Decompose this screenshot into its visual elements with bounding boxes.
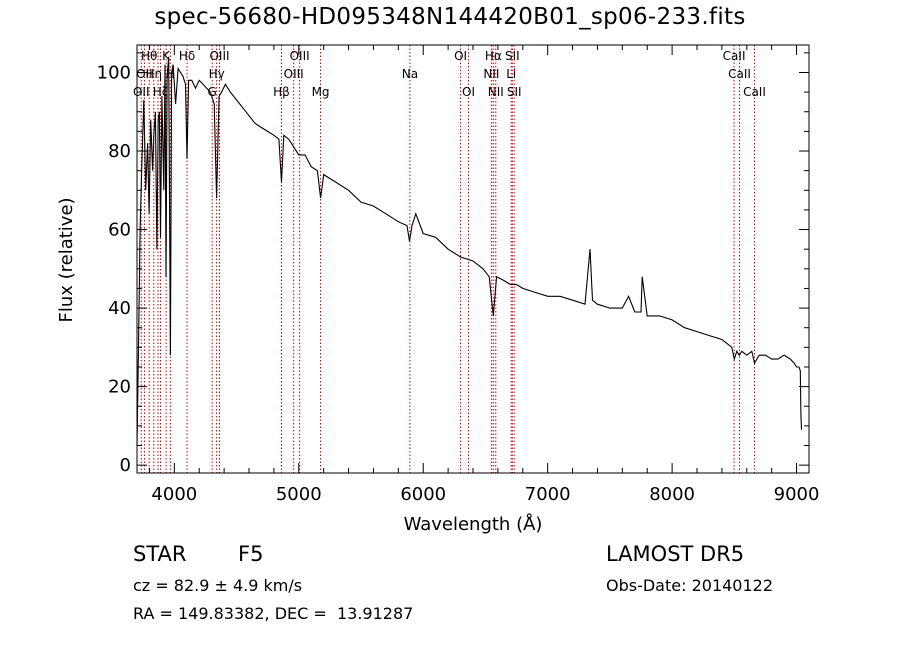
y-tick-label: 20 bbox=[108, 377, 131, 398]
spectral-line-label: CaII bbox=[743, 85, 766, 99]
spectral-line-label: K bbox=[162, 49, 171, 63]
spectral-line-label: NII bbox=[483, 67, 499, 81]
spectral-line-label: Hδ bbox=[179, 49, 195, 63]
x-tick-label: 8000 bbox=[649, 484, 695, 505]
spectral-line-label: OI bbox=[454, 49, 467, 63]
redshift-readout: cz = 82.9 ± 4.9 km/s bbox=[133, 576, 303, 595]
spectral-line-labels: OIIOIIHθHηHζKHHδGHγOIIIHβOIIIOIIIMgNaOIO… bbox=[133, 49, 766, 99]
spectral-line-label: Hβ bbox=[273, 85, 290, 99]
survey-name: LAMOST DR5 bbox=[606, 542, 745, 566]
spectral-line-label: Li bbox=[506, 67, 516, 81]
spectral-line-label: CaII bbox=[728, 67, 751, 81]
subclass: F5 bbox=[238, 542, 264, 566]
spectral-line-label: CaII bbox=[723, 49, 746, 63]
spectral-line-label: OI bbox=[462, 85, 475, 99]
spectral-line-markers bbox=[140, 45, 755, 473]
spectral-line-label: Hθ bbox=[141, 49, 157, 63]
spectral-line-label: Hγ bbox=[209, 67, 225, 81]
x-tick-label: 9000 bbox=[774, 484, 820, 505]
x-tick-label: 6000 bbox=[400, 484, 446, 505]
spectral-line-label: Na bbox=[402, 67, 418, 81]
y-tick-label: 40 bbox=[108, 298, 131, 319]
spectral-line-label: Mg bbox=[312, 85, 330, 99]
x-axis-ticks: 4000 5000 6000 7000 8000 9000 bbox=[148, 45, 820, 505]
x-tick-label: 5000 bbox=[276, 484, 322, 505]
spectral-line-label: Hη bbox=[145, 67, 162, 81]
spectral-line-label: SII bbox=[507, 85, 522, 99]
spectral-line-label: H bbox=[166, 67, 175, 81]
y-tick-label: 0 bbox=[120, 455, 131, 476]
spectrum-line bbox=[136, 56, 803, 446]
spectral-line-label: Hζ bbox=[153, 85, 169, 99]
spectral-line-label: OIII bbox=[284, 67, 304, 81]
y-tick-label: 80 bbox=[108, 141, 131, 162]
y-tick-label: 100 bbox=[97, 62, 131, 83]
spectral-line-label: OIII bbox=[209, 49, 229, 63]
spectral-line-label: Hα bbox=[485, 49, 502, 63]
obs-date: Obs-Date: 20140122 bbox=[606, 576, 774, 595]
spectral-line-label: OII bbox=[136, 67, 153, 81]
y-tick-label: 60 bbox=[108, 220, 131, 241]
plot-frame bbox=[136, 44, 810, 474]
spectral-line-label: OIII bbox=[290, 49, 310, 63]
spectral-line-label: SII bbox=[505, 49, 520, 63]
spectral-line-label: G bbox=[208, 85, 217, 99]
page-title: spec-56680-HD095348N144420B01_sp06-233.f… bbox=[154, 4, 746, 30]
x-axis-label: Wavelength (Å) bbox=[404, 513, 543, 535]
object-class: STAR bbox=[133, 542, 187, 566]
spectral-line-label: NII bbox=[488, 85, 504, 99]
x-tick-label: 4000 bbox=[151, 484, 197, 505]
coordinates: RA = 149.83382, DEC = 13.91287 bbox=[133, 604, 414, 623]
y-axis-label: Flux (relative) bbox=[56, 197, 77, 322]
x-tick-label: 7000 bbox=[525, 484, 571, 505]
y-axis-ticks: 0 20 40 60 80 100 bbox=[97, 52, 809, 476]
